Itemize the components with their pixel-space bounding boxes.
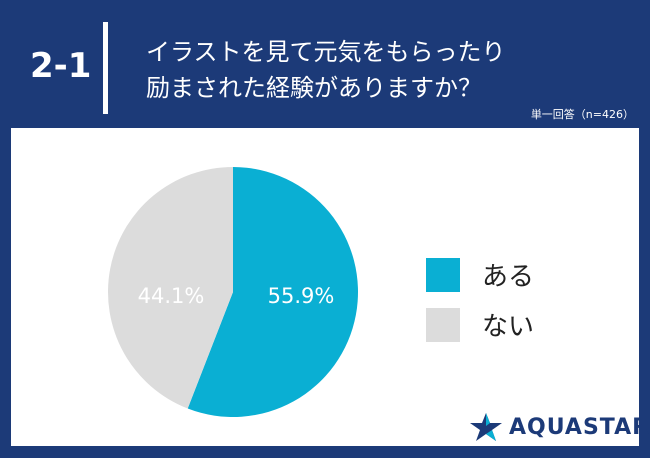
legend-swatch-aru <box>426 257 460 292</box>
chart-panel: 55.9% 44.1% ある ない AQUASTAR <box>11 128 649 446</box>
star-logo-icon <box>470 413 502 441</box>
pie-slice-nai <box>108 167 233 409</box>
pie-chart: 55.9% 44.1% <box>108 167 358 417</box>
legend-swatch-nai <box>426 307 460 342</box>
header: 2-1 イラストを見て元気をもらったり 励まされた経験がありますか？ 単一回答（… <box>0 0 650 128</box>
response-note: 単一回答（n=426） <box>530 108 634 121</box>
question-title-line2: 励まされた経験がありますか？ <box>146 74 482 102</box>
question-title: イラストを見て元気をもらったり 励まされた経験がありますか？ <box>146 34 506 106</box>
logo-text: AQUASTAR <box>509 414 650 440</box>
legend-item-nai: ない <box>426 306 534 343</box>
legend-label-nai: ない <box>482 312 535 342</box>
legend-label-aru: ある <box>482 262 535 292</box>
aquastar-logo: AQUASTAR <box>469 412 650 442</box>
question-number: 2-1 <box>30 46 92 86</box>
pie-label-nai: 44.1% <box>138 284 205 308</box>
pie-slice-aru <box>187 167 358 417</box>
header-divider <box>103 22 108 114</box>
pie-label-aru: 55.9% <box>268 284 335 308</box>
question-title-line1: イラストを見て元気をもらったり <box>146 38 506 66</box>
legend-item-aru: ある <box>426 256 534 293</box>
